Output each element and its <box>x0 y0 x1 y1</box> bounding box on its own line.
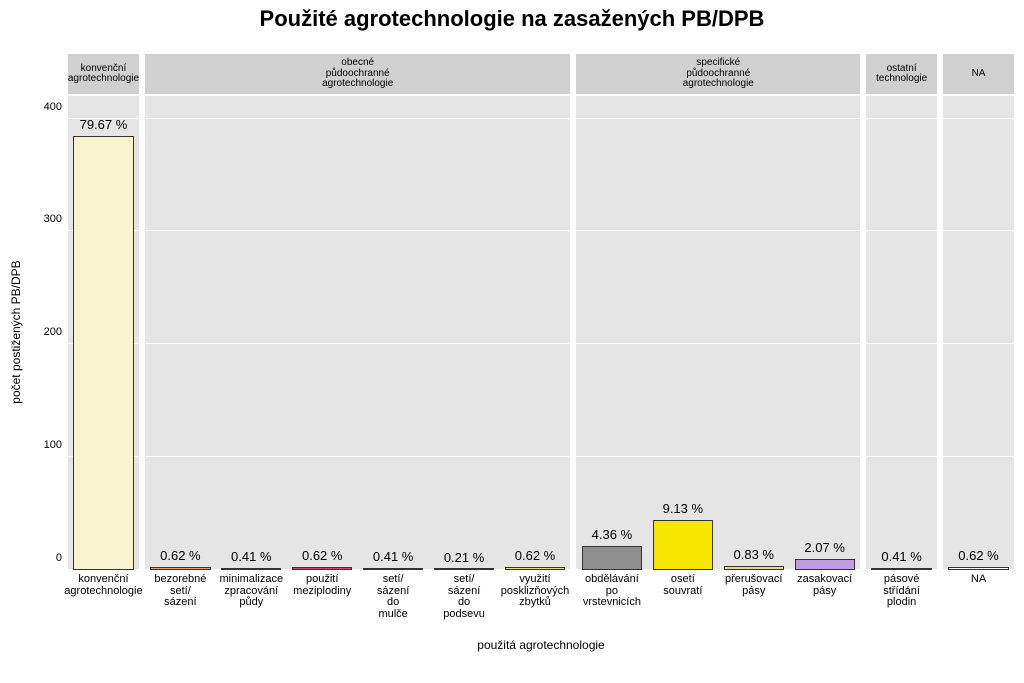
x-tick-label: přerušovací pásy <box>725 570 782 597</box>
bar-value-label: 4.36 % <box>592 527 632 542</box>
grid-line <box>943 118 1014 119</box>
chart-panel: 0.62 %NA <box>943 96 1014 570</box>
x-tick-label: NA <box>971 570 986 586</box>
bar-value-label: 2.07 % <box>804 540 844 555</box>
bar-value-label: 0.41 % <box>881 549 921 564</box>
grid-line <box>145 118 571 119</box>
bar-value-label: 0.41 % <box>231 549 271 564</box>
grid-line <box>943 343 1014 344</box>
x-tick-label: minimalizace zpracování půdy <box>220 570 284 609</box>
agrotech-bar-chart: Použité agrotechnologie na zasažených PB… <box>0 0 1024 683</box>
x-tick-label: využití posklizňových zbytků <box>501 570 569 609</box>
x-tick-label: zasakovací pásy <box>797 570 852 597</box>
grid-line <box>576 118 860 119</box>
bar-value-label: 0.41 % <box>373 549 413 564</box>
grid-line <box>145 456 571 457</box>
bar <box>73 136 133 571</box>
y-tick-label: 200 <box>44 326 68 338</box>
grid-line <box>866 230 937 231</box>
bar-value-label: 79.67 % <box>80 117 128 132</box>
grid-line <box>943 456 1014 457</box>
x-tick-label: použití meziplodiny <box>293 570 351 597</box>
x-tick-label: setí/ sázení do mulče <box>377 570 409 620</box>
x-tick-label: osetí souvratí <box>663 570 702 597</box>
y-tick-label: 300 <box>44 213 68 225</box>
facet-strip: obecné půdoochranné agrotechnologie <box>145 54 571 94</box>
bar <box>582 546 642 570</box>
bar-value-label: 9.13 % <box>663 501 703 516</box>
y-tick-label: 0 <box>56 552 68 564</box>
grid-line <box>576 343 860 344</box>
bar <box>795 559 855 570</box>
grid-line <box>145 230 571 231</box>
bar-value-label: 0.62 % <box>160 548 200 563</box>
y-tick-label: 100 <box>44 439 68 451</box>
x-tick-label: pásové střídání plodin <box>883 570 920 609</box>
y-tick-label: 400 <box>44 101 68 113</box>
facet-strip: ostatní technologie <box>866 54 937 94</box>
grid-line <box>576 230 860 231</box>
y-axis-label: počet postižených PB/DPB <box>9 232 23 432</box>
grid-line <box>145 343 571 344</box>
chart-panel: 0.62 %bezorebné setí/ sázení0.41 %minima… <box>145 96 571 570</box>
chart-panel: 0.41 %pásové střídání plodin <box>866 96 937 570</box>
grid-line <box>576 456 860 457</box>
x-tick-label: obdělávání po vrstevnicích <box>583 570 641 609</box>
x-tick-label: konvenční agrotechnologie <box>64 570 142 597</box>
facet-strip: konvenční agrotechnologie <box>68 54 139 94</box>
grid-line <box>866 343 937 344</box>
bar-value-label: 0.62 % <box>958 548 998 563</box>
bar <box>653 520 713 570</box>
grid-line <box>866 118 937 119</box>
chart-panel: 010020030040079.67 %konvenční agrotechno… <box>68 96 139 570</box>
bar-value-label: 0.21 % <box>444 550 484 565</box>
bar-value-label: 0.62 % <box>302 548 342 563</box>
chart-title: Použité agrotechnologie na zasažených PB… <box>0 6 1024 32</box>
bar-value-label: 0.62 % <box>515 548 555 563</box>
bar-value-label: 0.83 % <box>734 547 774 562</box>
x-axis-label: použitá agrotechnologie <box>68 638 1014 652</box>
facet-strip: NA <box>943 54 1014 94</box>
chart-panel: 4.36 %obdělávání po vrstevnicích9.13 %os… <box>576 96 860 570</box>
x-tick-label: setí/ sázení do podsevu <box>443 570 485 620</box>
grid-line <box>866 456 937 457</box>
x-tick-label: bezorebné setí/ sázení <box>154 570 206 609</box>
grid-line <box>943 230 1014 231</box>
facet-strip: specifické půdoochranné agrotechnologie <box>576 54 860 94</box>
